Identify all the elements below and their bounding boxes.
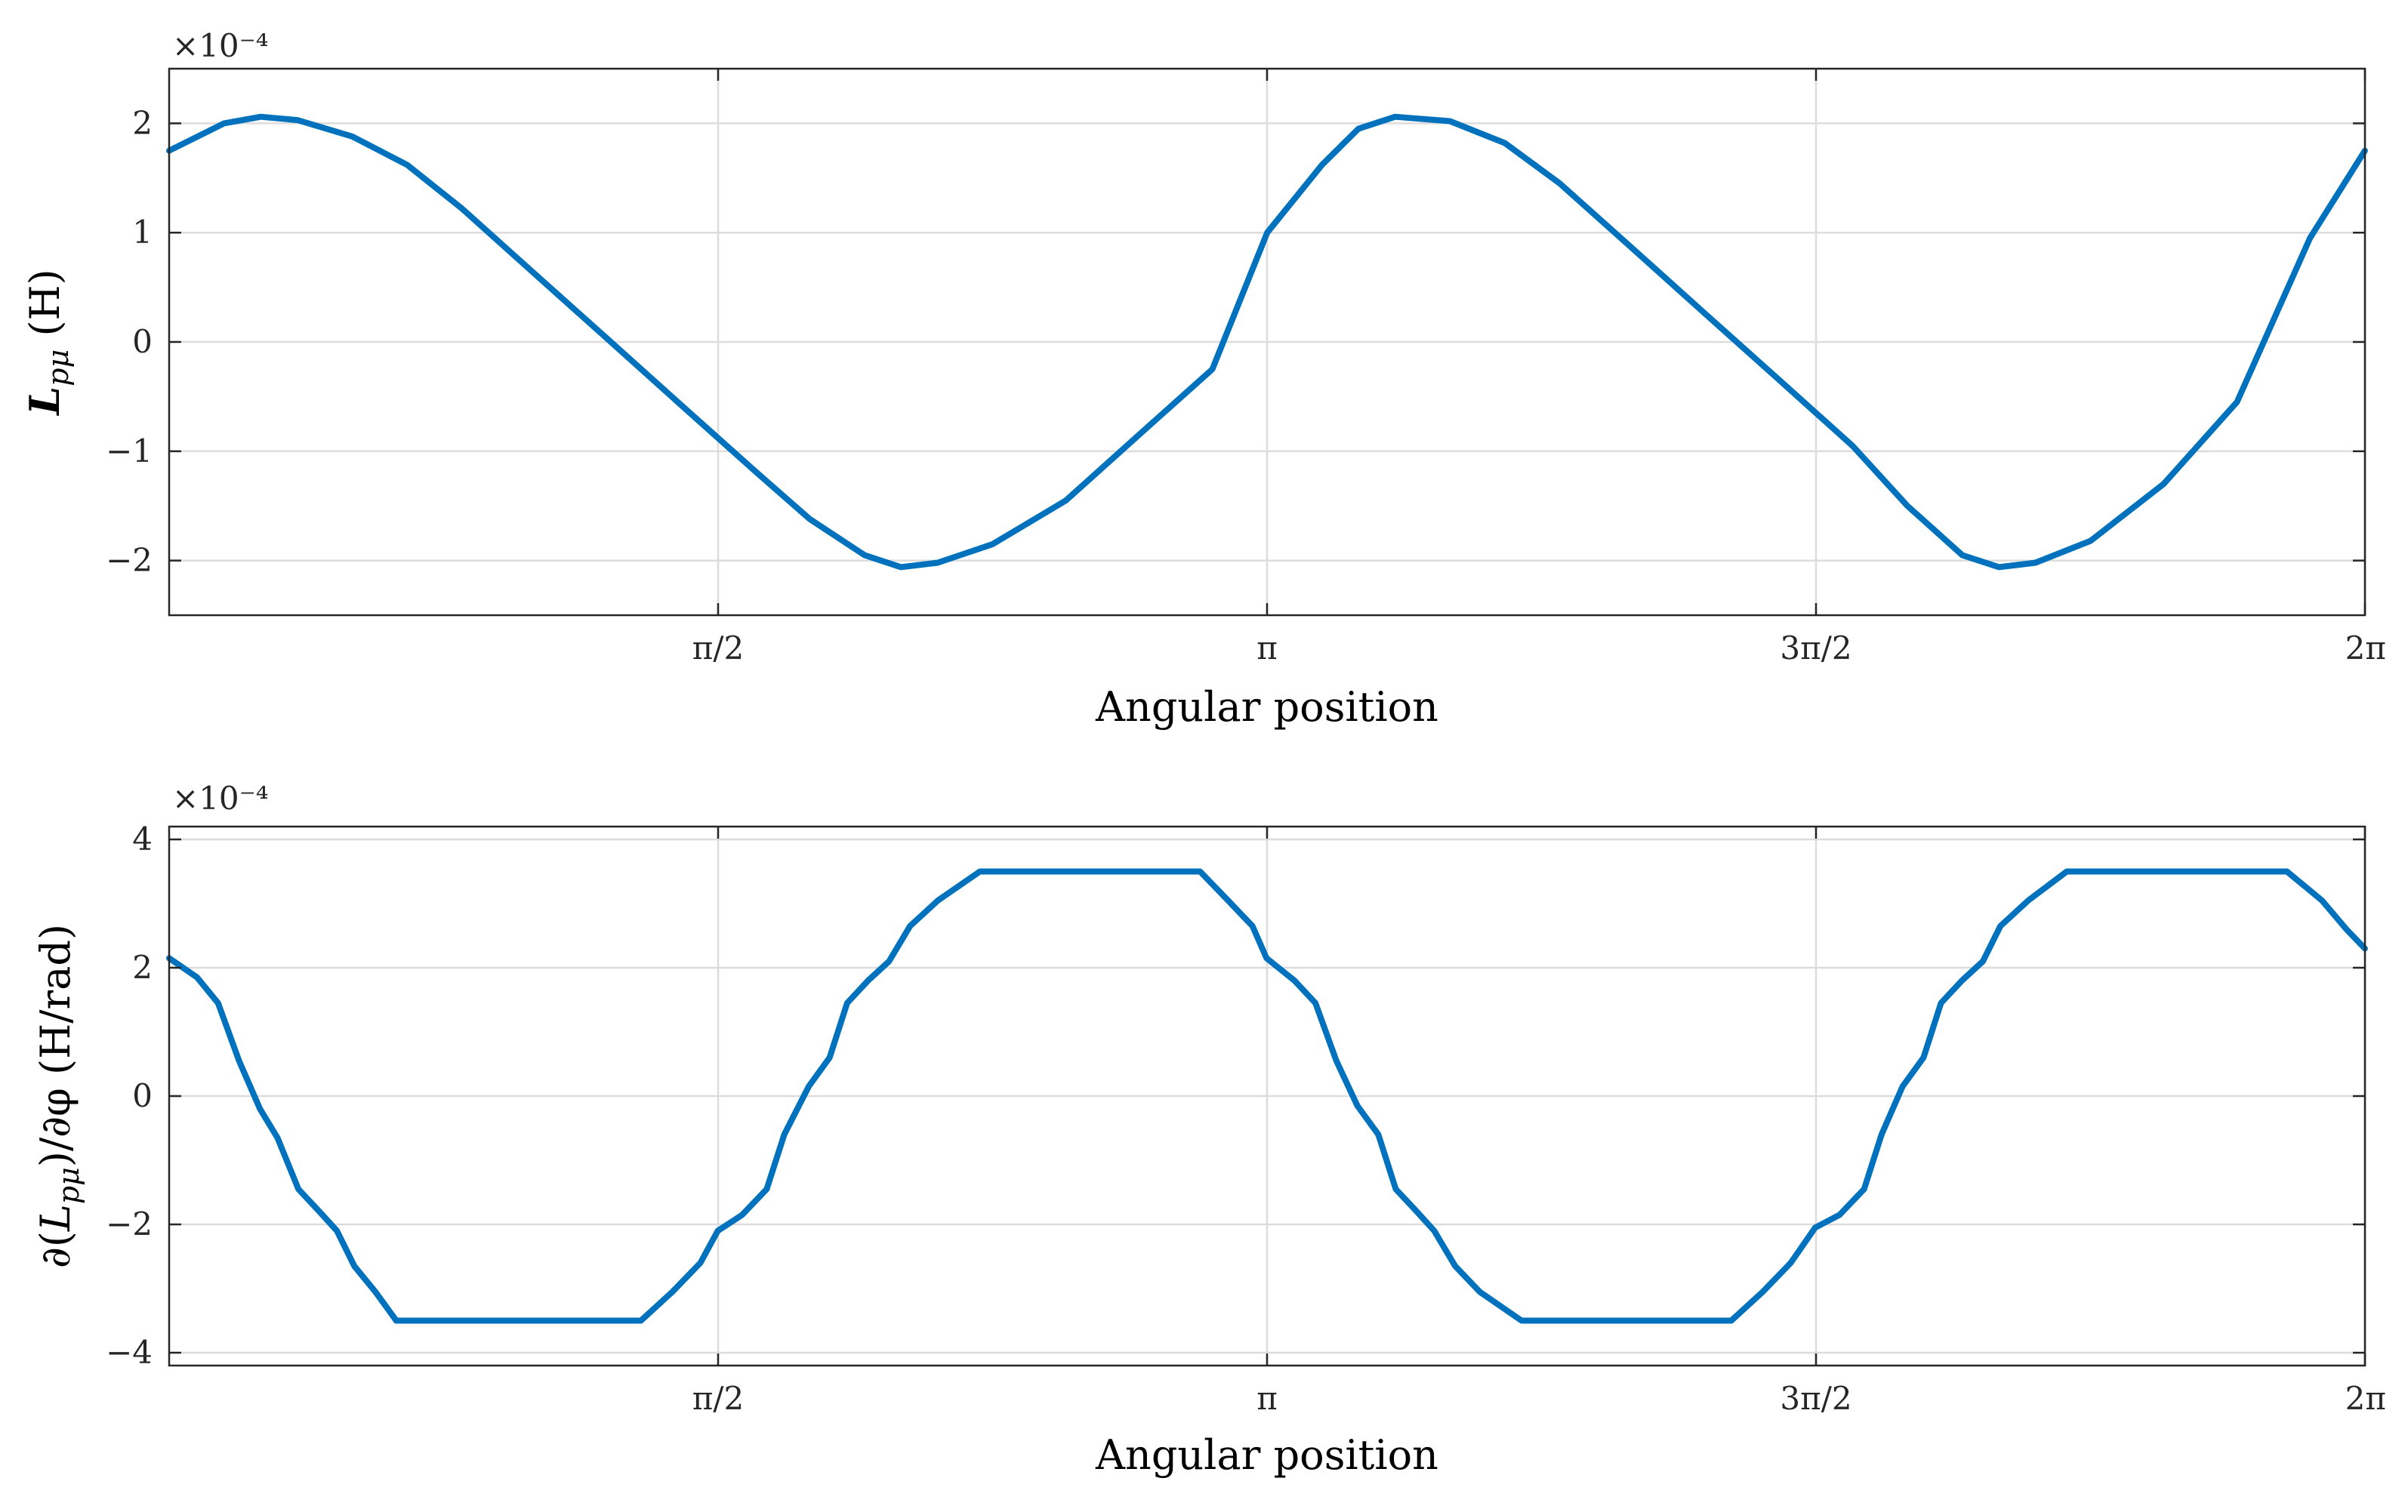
x-axis-title: Angular position — [1095, 1431, 1438, 1479]
y-tick-label: −1 — [106, 433, 153, 470]
y-tick-label: 1 — [132, 214, 153, 251]
y-tick-label: −2 — [106, 542, 153, 579]
x-tick-label: 2π — [2345, 1380, 2386, 1417]
x-tick-label: π/2 — [692, 1380, 744, 1417]
y-tick-label: 2 — [132, 104, 153, 141]
x-tick-label: π — [1256, 1380, 1278, 1417]
y-tick-label: 0 — [132, 1077, 153, 1114]
y-exponent-label: ×10⁻⁴ — [172, 27, 269, 64]
series-line — [166, 868, 2368, 1324]
y-tick-label: 2 — [132, 949, 153, 986]
y-tick-label: 4 — [132, 821, 153, 858]
bottom-panel: π/2 π 3π/2 2π −4 −2 0 2 4 ×10⁻⁴ Angular position ∂(… — [32, 780, 2386, 1479]
x-axis-title: Angular position — [1095, 683, 1438, 731]
y-axis-title: Lpμ (H) — [20, 269, 75, 416]
y-tick-label: −4 — [106, 1334, 153, 1371]
x-tick-label: π — [1256, 630, 1278, 667]
x-tick-label: π/2 — [692, 630, 744, 667]
x-tick-label: 3π/2 — [1780, 1380, 1851, 1417]
y-tick-label: 0 — [132, 323, 153, 360]
x-tick-label: 2π — [2345, 630, 2386, 667]
x-tick-label: 3π/2 — [1780, 630, 1851, 667]
y-tick-label: −2 — [106, 1206, 153, 1243]
y-axis-title: ∂(Lpμ)/∂φ (H/rad) — [32, 924, 85, 1268]
series-line — [166, 113, 2368, 571]
top-panel: π/2 π 3π/2 2π −2 −1 0 1 2 ×10⁻⁴ Angular position Lp… — [20, 27, 2386, 731]
y-exponent-label: ×10⁻⁴ — [172, 780, 269, 817]
